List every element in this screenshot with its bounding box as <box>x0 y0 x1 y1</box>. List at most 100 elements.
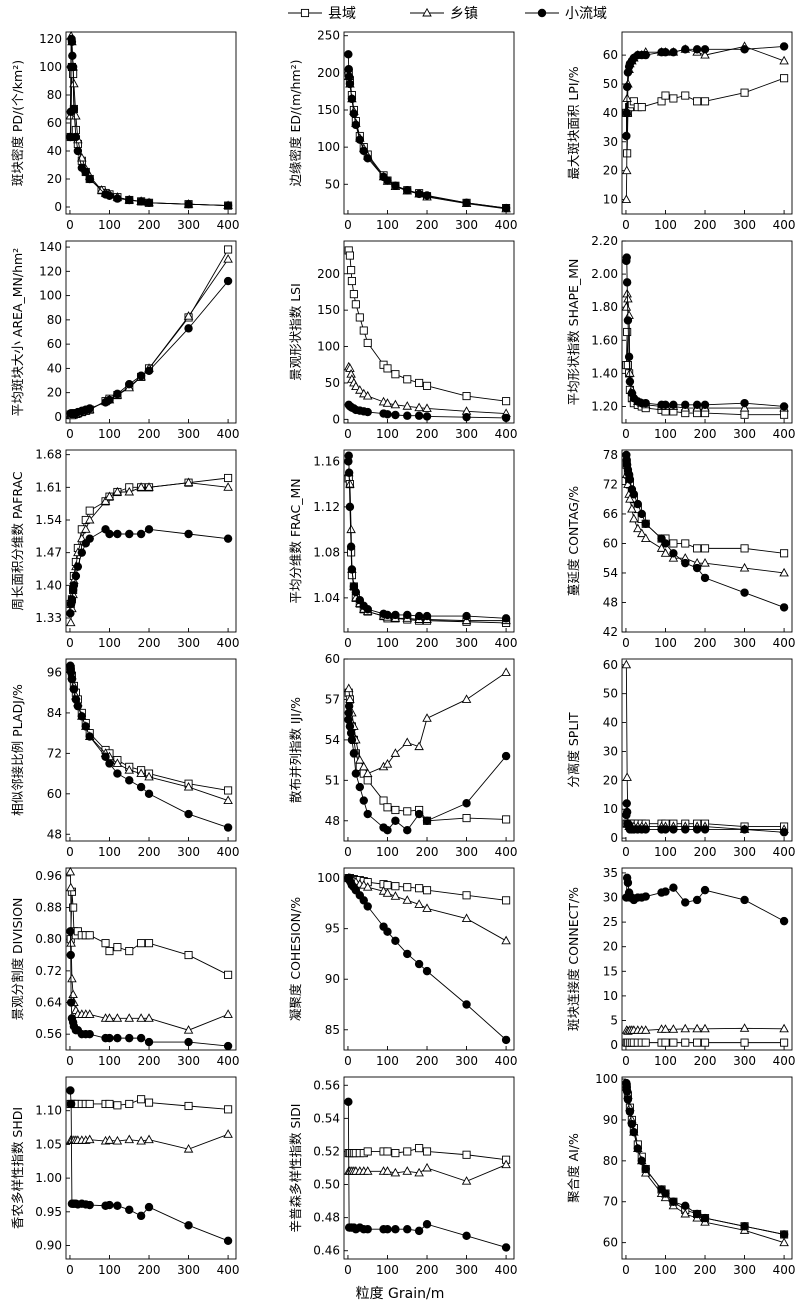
data-point <box>623 878 633 887</box>
x-tick-label: 100 <box>654 1054 677 1068</box>
panel: 50 100 150 200 250 0 100 200 300 400 边缘密度 ED/(m/hm… <box>288 29 518 232</box>
x-tick-label: 0 <box>622 636 630 650</box>
series-line <box>70 891 229 976</box>
data-point <box>223 795 233 805</box>
data-point <box>144 482 154 491</box>
x-tick-label: 100 <box>376 427 399 441</box>
y-tick-label: 100 <box>39 60 62 74</box>
data-point <box>73 146 83 156</box>
data-point <box>113 529 122 539</box>
data-point <box>660 1024 671 1033</box>
data-point <box>779 828 789 837</box>
data-point <box>414 741 424 751</box>
y-tick-label: 50 <box>325 376 340 390</box>
x-tick-label: 100 <box>376 845 399 859</box>
y-tick-label: 0.72 <box>35 964 62 978</box>
data-point <box>700 49 710 59</box>
data-point <box>414 809 424 819</box>
x-tick-label: 100 <box>654 636 677 650</box>
data-point <box>144 1134 154 1144</box>
data-point <box>779 567 789 577</box>
series <box>344 50 511 213</box>
plot-frame <box>65 658 237 842</box>
data-point <box>501 1243 511 1252</box>
x-tick-label: 300 <box>455 1263 478 1277</box>
series-line <box>348 692 507 822</box>
series <box>622 460 789 558</box>
y-tick-label: 60 <box>325 652 340 666</box>
data-point <box>700 558 710 567</box>
y-tick-label: 0.50 <box>313 1178 340 1192</box>
plot-frame <box>621 1076 793 1260</box>
data-point <box>112 758 123 767</box>
data-point <box>379 796 388 805</box>
y-tick-label: 1.16 <box>313 454 340 468</box>
data-point <box>692 45 702 54</box>
chart-grid: 0 20 40 60 80 100 120 0 100 200 300 400 斑块密度 PD/(个/k… <box>0 26 800 1281</box>
y-tick-label: 1.20 <box>591 399 618 413</box>
data-point <box>625 475 635 484</box>
legend-entry: 县域 <box>288 6 356 22</box>
data-point <box>363 407 372 417</box>
data-point <box>184 324 193 333</box>
data-point <box>462 799 471 808</box>
y-tick-label: 0 <box>610 831 618 845</box>
plot-frame <box>621 240 793 424</box>
series-line <box>625 45 785 137</box>
data-point <box>669 1038 678 1047</box>
data-point <box>501 667 511 676</box>
data-point <box>66 950 75 960</box>
legend-marker <box>300 8 310 18</box>
x-tick-label: 200 <box>416 427 439 441</box>
data-point <box>223 1009 233 1018</box>
data-point <box>105 1099 114 1109</box>
y-tick-label: 48 <box>47 827 62 841</box>
series <box>622 799 789 837</box>
x-tick-label: 300 <box>455 636 478 650</box>
data-point <box>422 381 432 390</box>
data-point <box>627 503 637 513</box>
y-tick-label: 100 <box>317 140 340 154</box>
x-tick-label: 0 <box>344 636 352 650</box>
data-point <box>402 737 413 747</box>
y-tick-label: 40 <box>603 716 618 730</box>
data-point <box>124 1134 135 1144</box>
x-tick-label: 0 <box>622 218 630 232</box>
data-point <box>362 1166 373 1175</box>
series <box>344 474 511 627</box>
series-line <box>70 66 229 207</box>
series <box>344 873 511 1045</box>
data-point <box>681 539 690 548</box>
data-point <box>359 146 368 156</box>
y-axis-label: 周长面积分维数 PAFRAC <box>10 471 25 610</box>
x-tick-label: 200 <box>416 1054 439 1068</box>
data-point <box>700 45 710 54</box>
plot-frame <box>343 658 515 842</box>
data-point <box>85 534 94 543</box>
x-tick-label: 300 <box>177 427 200 441</box>
y-tick-label: 20 <box>47 172 62 186</box>
data-point <box>68 989 78 999</box>
series <box>343 667 511 778</box>
y-tick-label: 1.54 <box>35 513 62 527</box>
x-tick-label: 0 <box>66 427 74 441</box>
data-point <box>73 562 83 571</box>
data-point <box>693 97 702 106</box>
y-axis-label: 斑块密度 PD/(个/km²) <box>10 60 25 186</box>
plot-frame <box>621 31 793 215</box>
data-point <box>136 1211 146 1221</box>
data-point <box>700 825 710 834</box>
legend-label: 县域 <box>328 6 356 22</box>
y-tick-label: 0.95 <box>35 1205 62 1219</box>
x-tick-label: 400 <box>495 845 518 859</box>
y-tick-label: 0.46 <box>313 1244 340 1258</box>
y-axis-label: 平均斑块大小 AREA_MN/hm² <box>10 248 25 416</box>
data-point <box>403 1147 412 1156</box>
data-point <box>105 191 114 201</box>
data-point <box>641 1038 650 1047</box>
data-point <box>403 883 412 892</box>
data-point <box>85 174 94 184</box>
data-point <box>81 167 90 177</box>
data-point <box>461 694 472 703</box>
x-tick-label: 300 <box>733 218 756 232</box>
